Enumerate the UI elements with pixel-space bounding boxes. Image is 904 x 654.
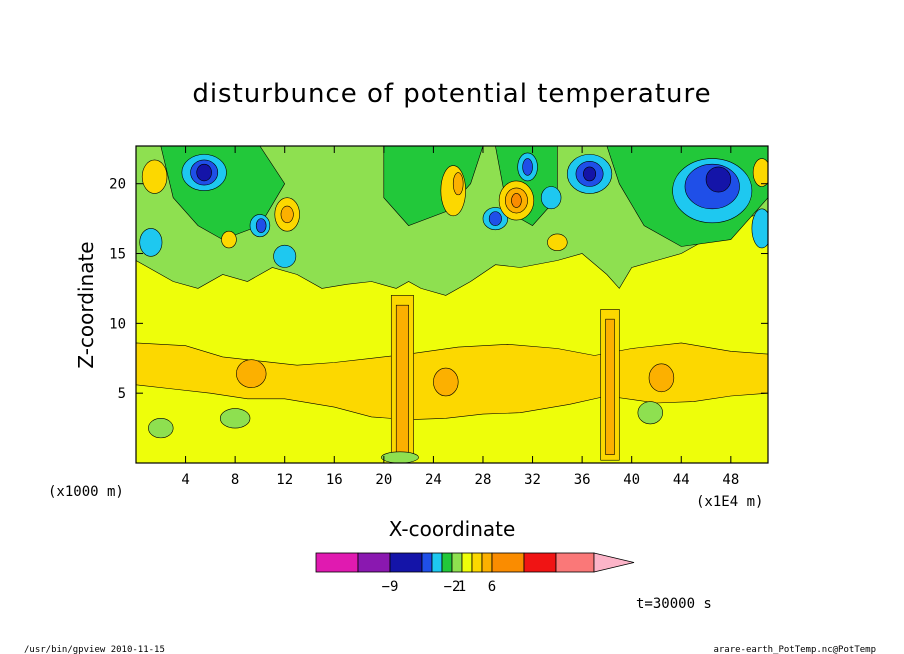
colorbar-swatch — [421, 552, 433, 573]
cold-cell — [273, 244, 297, 268]
warm-cell — [511, 193, 522, 208]
x-tick-label: 28 — [475, 472, 492, 488]
x-tick-label: 12 — [276, 472, 293, 488]
cold-cell — [255, 218, 267, 233]
chart-title: disturbunce of potential temperature — [192, 79, 711, 109]
x-tick-label: 44 — [673, 472, 690, 488]
colorbar-swatch — [471, 552, 483, 573]
colorbar-swatch — [315, 552, 359, 573]
convective-column — [605, 318, 615, 455]
colorbar-swatch — [555, 552, 595, 573]
cold-cell — [705, 166, 732, 193]
colorbar-swatch — [523, 552, 557, 573]
cold-cell — [488, 211, 502, 226]
x-tick-label: 8 — [231, 472, 239, 488]
contour-green-patch — [381, 451, 419, 463]
colorbar-tick-label: −2 — [444, 579, 461, 595]
warm-cell — [547, 233, 568, 252]
warm-cell — [280, 205, 294, 224]
y-tick-label: 10 — [109, 316, 126, 332]
contour-green-patch — [219, 408, 251, 429]
convective-column — [395, 304, 409, 461]
colorbar — [315, 552, 635, 573]
y-tick-label: 20 — [109, 177, 126, 193]
y-tick-label: 15 — [109, 247, 126, 263]
x-tick-label: 20 — [375, 472, 392, 488]
colorbar-overflow-arrow — [593, 552, 635, 573]
cold-cell — [583, 166, 597, 182]
colorbar-tick-label: 6 — [488, 579, 496, 595]
x-tick-label: 4 — [181, 472, 189, 488]
y-axis-label: Z-coordinate — [74, 241, 98, 368]
contour-field — [136, 146, 768, 463]
z-unit-note: (x1000 m) — [48, 484, 124, 500]
contour-green-patch — [637, 401, 663, 425]
colorbar-swatch — [491, 552, 525, 573]
colorbar-swatch — [441, 552, 453, 573]
contour-green-core — [383, 146, 484, 226]
colorbar-swatch — [389, 552, 423, 573]
warm-cell — [221, 230, 237, 249]
cold-cell — [522, 158, 533, 176]
x-tick-label: 24 — [425, 472, 442, 488]
contour-green-patch — [148, 418, 174, 439]
cold-cell — [751, 208, 768, 249]
warm-cell — [141, 159, 168, 194]
x-tick-label: 40 — [623, 472, 640, 488]
contour-warm-core — [648, 363, 675, 393]
time-label: t=30000 s — [636, 596, 712, 612]
colorbar-swatch — [431, 552, 443, 573]
y-tick-label: 5 — [118, 386, 126, 402]
cold-cell — [540, 186, 562, 210]
warm-cell — [752, 158, 768, 187]
warm-cell — [452, 172, 464, 196]
x-axis-label: X-coordinate — [389, 517, 516, 541]
x-tick-label: 32 — [524, 472, 541, 488]
colorbar-swatch — [451, 552, 463, 573]
colorbar-tick-label: −9 — [382, 579, 399, 595]
contour-warm-core — [236, 359, 267, 388]
x-tick-label: 16 — [326, 472, 343, 488]
cold-cell — [196, 163, 212, 182]
x-axis-ticks: 4 8 12 16 20 24 28 32 36 40 44 48 — [181, 146, 739, 488]
contour-warm-core — [433, 367, 459, 397]
x-unit-note: (x1E4 m) — [696, 494, 763, 510]
colorbar-swatch — [357, 552, 391, 573]
y-axis-ticks: 5 10 15 20 — [109, 177, 768, 402]
colorbar-swatch — [461, 552, 473, 573]
cold-cell — [139, 228, 163, 257]
colorbar-labels: −9 −21 6 — [382, 579, 497, 595]
colorbar-tick-label: 1 — [458, 579, 466, 595]
footer-left: /usr/bin/gpview 2010-11-15 — [24, 645, 165, 654]
colorbar-swatch — [481, 552, 493, 573]
footer-right: arare-earth_PotTemp.nc@PotTemp — [713, 645, 876, 654]
x-tick-label: 36 — [574, 472, 591, 488]
x-tick-label: 48 — [722, 472, 739, 488]
plot-frame — [135, 145, 769, 464]
